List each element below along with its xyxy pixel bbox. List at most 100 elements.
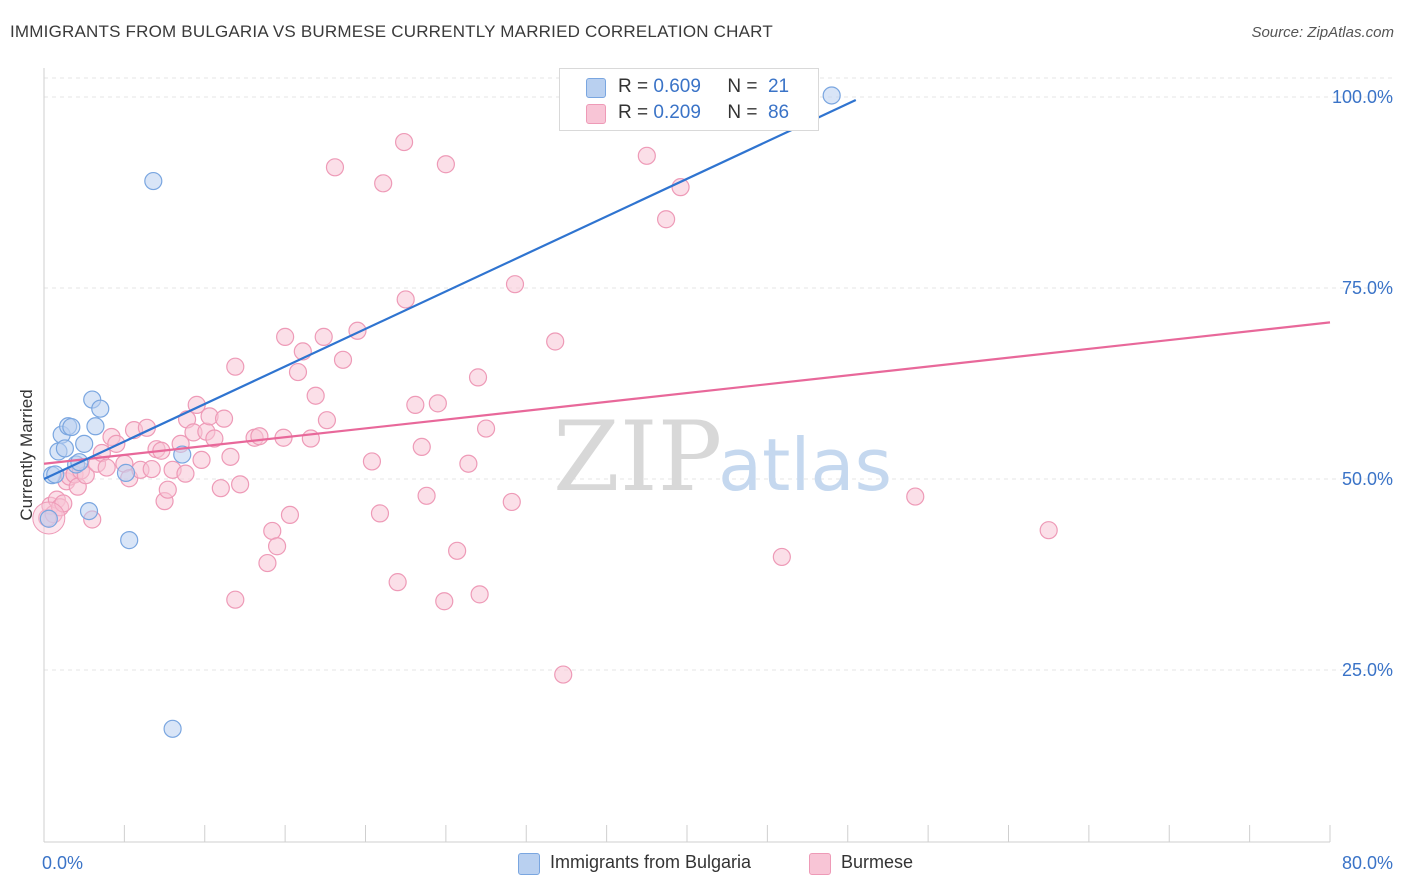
burmese-point [158, 480, 177, 499]
bulgaria-point [39, 509, 58, 528]
burmese-point [374, 174, 393, 193]
burmese-point [1039, 521, 1058, 540]
burmese-point [370, 504, 390, 523]
bulgaria-point [86, 417, 105, 436]
legend-n-label: N = [727, 102, 763, 123]
bulgaria-point [55, 439, 74, 458]
burmese-point [546, 332, 565, 351]
burmese-point [468, 368, 488, 387]
burmese-point [436, 155, 455, 174]
burmese-point [226, 590, 245, 609]
watermark-zip: ZIP [553, 401, 722, 513]
burmese-point [459, 454, 478, 473]
legend-n-value: 21 [767, 76, 790, 97]
legend-swatch-pink [586, 104, 606, 124]
burmese-point [470, 585, 489, 604]
bulgaria-point [62, 417, 81, 437]
burmese-point [502, 492, 521, 512]
tick-labels: 25.0% 50.0% 75.0% 100.0% 0.0% 80.0% [42, 87, 1393, 873]
legend-label-burmese: Burmese [841, 852, 914, 872]
legend-label-bulgaria: Immigrants from Bulgaria [550, 852, 752, 872]
burmese-point [250, 427, 269, 446]
burmese-point [772, 547, 791, 567]
burmese-point [417, 486, 436, 505]
legend-swatch-blue [518, 853, 540, 875]
burmese-point [314, 327, 333, 346]
burmese-point [428, 394, 447, 413]
bulgaria-point [120, 531, 139, 550]
legend-r-value: 0.609 [653, 76, 701, 97]
y-tick-label: 50.0% [1342, 469, 1393, 489]
gridlines [44, 77, 1392, 671]
burmese-point [267, 537, 287, 556]
bulgaria-trend-line [43, 99, 857, 480]
burmese-point [231, 475, 250, 494]
x-tick-label-min: 0.0% [42, 853, 83, 873]
axes [43, 68, 1331, 843]
watermark: ZIP atlas [553, 401, 892, 513]
burmese-point [388, 573, 407, 592]
y-tick-label: 100.0% [1332, 87, 1393, 107]
burmese-point [176, 464, 195, 483]
burmese-point [448, 541, 467, 560]
y-tick-label: 25.0% [1342, 660, 1393, 680]
legend-r-label: R = [618, 102, 654, 123]
chart-source: Source: ZipAtlas.com [1251, 24, 1394, 41]
burmese-point [505, 275, 525, 294]
chart-title: IMMIGRANTS FROM BULGARIA VS BURMESE CURR… [10, 22, 773, 41]
series-legend: Immigrants from Bulgaria Burmese [0, 852, 1406, 876]
burmese-point [412, 437, 431, 457]
burmese-point [221, 447, 240, 466]
burmese-point [280, 505, 300, 525]
burmese-point [637, 146, 656, 165]
burmese-point [226, 357, 245, 376]
burmese-point [276, 327, 295, 346]
burmese-point [258, 553, 277, 573]
burmese-point [394, 132, 414, 152]
bulgaria-point [144, 171, 163, 191]
burmese-point [906, 487, 925, 506]
burmese-point [301, 429, 320, 448]
burmese-point [142, 459, 161, 479]
burmese-point [362, 452, 382, 471]
bulgaria-point [822, 86, 841, 105]
burmese-point [306, 386, 325, 405]
burmese-point [435, 592, 454, 611]
trend-lines [43, 99, 1331, 480]
burmese-point [657, 210, 676, 229]
burmese-point [333, 350, 353, 369]
burmese-point [325, 158, 345, 177]
bulgaria-point [75, 434, 94, 453]
bulgaria-point [91, 399, 110, 418]
bulgaria-point [163, 719, 182, 738]
burmese-point [396, 290, 415, 309]
correlation-legend: R = 0.609 N = 21 R = 0.209 N = 86 [559, 68, 819, 131]
burmese-point [263, 521, 282, 541]
burmese-trend-line [43, 321, 1331, 465]
burmese-point [317, 411, 337, 430]
burmese-point [476, 419, 496, 438]
burmese-point [211, 479, 230, 498]
bulgaria-point [173, 445, 192, 464]
burmese-point [406, 395, 425, 414]
burmese-point [288, 362, 308, 382]
y-axis-label: Currently Married [17, 389, 36, 521]
legend-swatch-blue [586, 78, 606, 98]
legend-r-value: 0.209 [653, 102, 701, 123]
bulgaria-points [39, 86, 841, 738]
burmese-point [97, 458, 116, 477]
burmese-point [214, 409, 234, 428]
legend-n-label: N = [727, 76, 763, 97]
burmese-point [554, 665, 573, 684]
burmese-point [192, 450, 211, 469]
bulgaria-point [116, 463, 136, 482]
burmese-point [107, 434, 126, 453]
y-tick-label: 75.0% [1342, 278, 1393, 298]
legend-swatch-pink [809, 853, 831, 875]
legend-n-value: 86 [767, 102, 790, 123]
legend-r-label: R = [618, 76, 654, 97]
watermark-atlas: atlas [718, 423, 892, 507]
x-tick-label-max: 80.0% [1342, 853, 1393, 873]
bulgaria-point [79, 501, 99, 521]
